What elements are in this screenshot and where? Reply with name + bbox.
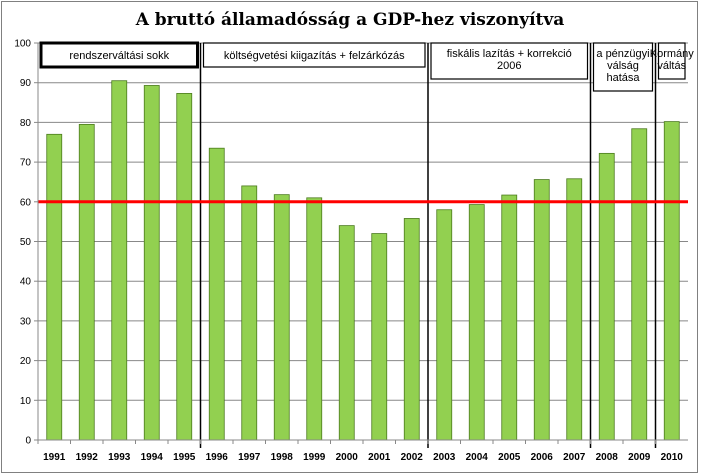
annotation-frame xyxy=(657,42,686,80)
y-tick-label: 20 xyxy=(20,356,32,367)
annotation-text: Kormány xyxy=(650,48,695,60)
annotation-text: fiskális lazítás + korrekció xyxy=(447,48,572,60)
x-tick-label: 1995 xyxy=(173,452,196,463)
bar-2009 xyxy=(631,128,648,441)
bar-2003 xyxy=(436,209,453,441)
x-tick-label: 2009 xyxy=(628,452,651,463)
y-tick-label: 80 xyxy=(20,118,32,129)
bar-2007 xyxy=(566,178,583,441)
x-tick-label: 2002 xyxy=(401,452,424,463)
annotation-text: rendszerváltási sokk xyxy=(69,50,169,62)
x-tick-label: 1998 xyxy=(271,452,294,463)
bar-2004 xyxy=(468,204,485,441)
x-tick-label: 2005 xyxy=(498,452,521,463)
x-tick-label: 2003 xyxy=(433,452,456,463)
period-annotations: rendszerváltási sokk költségvetési kiigaz… xyxy=(39,41,695,92)
y-tick-label: 100 xyxy=(14,39,31,50)
x-tick-label: 2006 xyxy=(531,452,554,463)
x-tick-label: 2004 xyxy=(466,452,489,463)
x-tick-label: 2007 xyxy=(563,452,586,463)
annotation-text: válság xyxy=(607,60,639,72)
annotation-text: 2006 xyxy=(497,60,521,72)
y-tick-label: 60 xyxy=(20,197,32,208)
bar-1999 xyxy=(306,197,323,441)
y-tick-label: 90 xyxy=(20,78,32,89)
period-dividers xyxy=(199,43,657,448)
x-tick-label: 2000 xyxy=(336,452,359,463)
y-tick-label: 10 xyxy=(20,396,32,407)
bar-2002 xyxy=(403,218,420,441)
y-tick-label: 0 xyxy=(25,436,31,447)
x-tick-label: 1994 xyxy=(141,452,164,463)
y-axis-ticks: 0 10 20 30 40 50 60 70 80 90 100 xyxy=(14,39,38,447)
annotation-text: költségvetési kiigazítás + felzárkózás xyxy=(224,50,405,62)
bar-1997 xyxy=(241,185,258,441)
bars xyxy=(46,80,680,441)
bar-2005 xyxy=(501,194,518,441)
y-tick-label: 30 xyxy=(20,316,32,327)
y-tick-label: 70 xyxy=(20,158,32,169)
chart-title: A bruttó államadósság a GDP-hez viszonyí… xyxy=(135,10,565,30)
annotation-frame xyxy=(39,41,199,69)
annotation-box-1: rendszerváltási sokk xyxy=(39,41,199,69)
bar-1996 xyxy=(208,147,225,441)
annotation-text: a pénzügyi xyxy=(596,48,649,60)
x-tick-label: 1993 xyxy=(108,452,131,463)
bar-2010 xyxy=(663,121,680,441)
annotation-frame xyxy=(592,42,654,92)
x-tick-label: 1996 xyxy=(206,452,229,463)
bar-1991 xyxy=(46,133,63,441)
bar-2008 xyxy=(598,152,615,441)
y-tick-label: 40 xyxy=(20,277,32,288)
x-tick-label: 2001 xyxy=(368,452,391,463)
bar-1992 xyxy=(78,123,95,441)
x-tick-label: 1991 xyxy=(43,452,66,463)
x-tick-label: 1999 xyxy=(303,452,326,463)
annotation-box-2: költségvetési kiigazítás + felzárkózás xyxy=(202,42,426,68)
annotation-frame xyxy=(202,42,426,68)
annotation-text: váltás xyxy=(657,60,686,72)
x-tick-label: 1992 xyxy=(76,452,99,463)
y-tick-label: 50 xyxy=(20,237,32,248)
annotation-text: hatása xyxy=(606,72,640,84)
x-tick-label: 2010 xyxy=(661,452,684,463)
bar-2000 xyxy=(338,225,355,441)
bar-1994 xyxy=(143,85,160,441)
x-tick-label: 2008 xyxy=(596,452,619,463)
bar-1998 xyxy=(273,194,290,441)
bar-2001 xyxy=(371,233,388,441)
bar-2006 xyxy=(533,179,550,441)
bar-1993 xyxy=(111,80,128,441)
bar-1995 xyxy=(176,93,193,441)
annotation-frame xyxy=(430,42,589,80)
x-tick-label: 1997 xyxy=(238,452,261,463)
x-axis-ticks: 1991 1992 1993 1994 1995 1996 1997 1998 1999 2000… xyxy=(37,440,684,463)
